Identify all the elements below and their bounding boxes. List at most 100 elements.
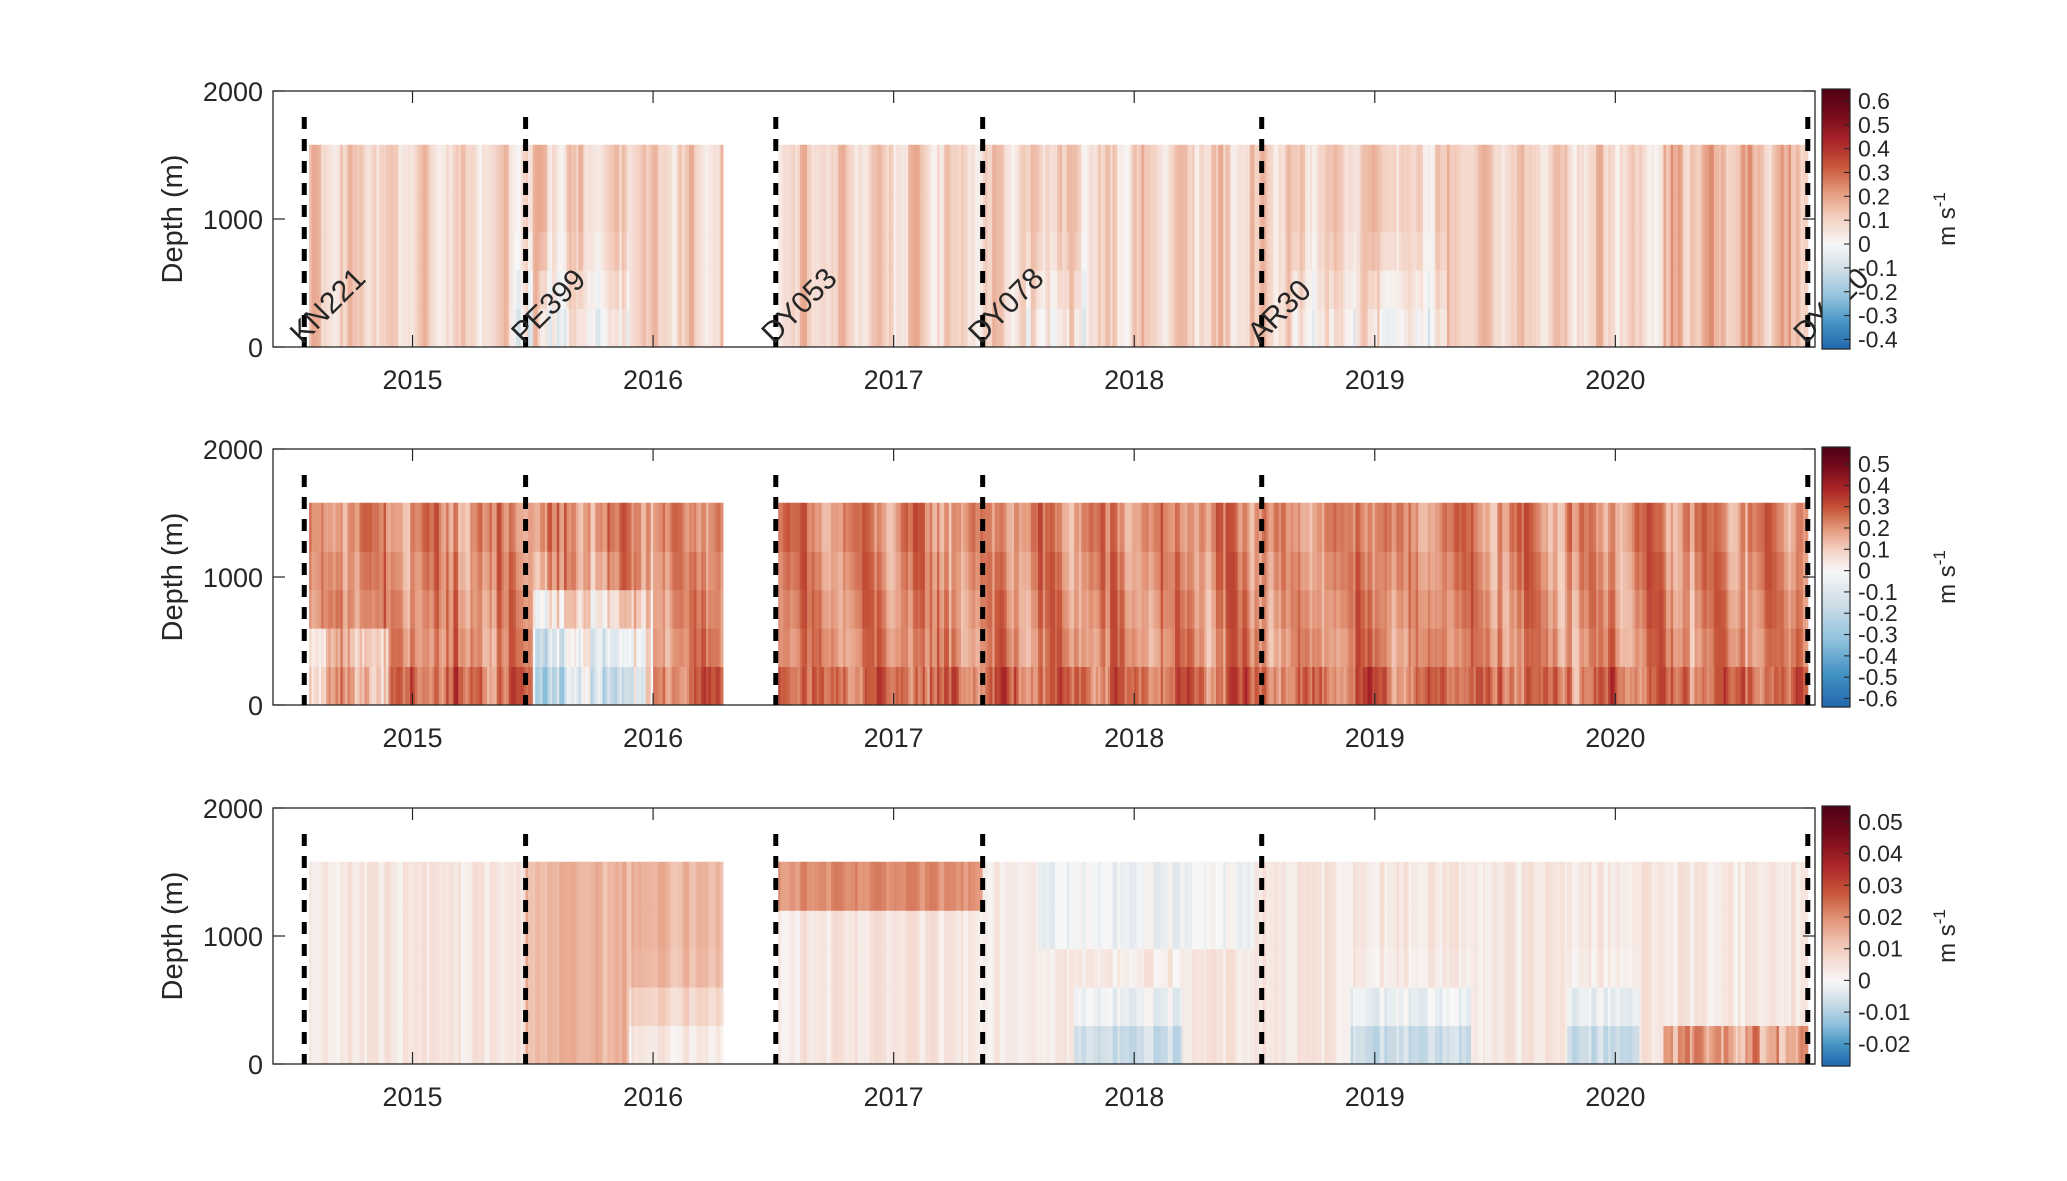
heatmap-cell: [477, 193, 481, 233]
heatmap-cell: [1119, 193, 1123, 233]
heatmap-cell: [395, 193, 399, 233]
heatmap-cell: [1456, 144, 1460, 194]
heatmap-cell: [1403, 270, 1407, 309]
heatmap-cell: [547, 308, 551, 348]
heatmap-cell: [1254, 144, 1258, 194]
heatmap-cell: [1148, 589, 1152, 629]
heatmap-cell: [797, 270, 801, 309]
heatmap-cell: [992, 666, 996, 706]
heatmap-cell: [1598, 193, 1602, 233]
heatmap-cell: [1278, 231, 1282, 271]
heatmap-cell: [460, 144, 464, 194]
heatmap-cell: [1504, 144, 1508, 194]
heatmap-cell: [330, 502, 334, 552]
heatmap-cell: [920, 231, 924, 271]
heatmap-cell: [852, 144, 856, 194]
heatmap-cell: [1030, 589, 1034, 629]
heatmap-cell: [619, 589, 623, 629]
heatmap-cell: [1228, 589, 1232, 629]
heatmap-cell: [362, 666, 366, 706]
heatmap-cell: [1191, 308, 1195, 348]
heatmap-cell: [345, 308, 349, 348]
heatmap-cell: [681, 551, 685, 591]
heatmap-cell: [1427, 231, 1431, 271]
heatmap-cell: [1357, 144, 1361, 194]
heatmap-cell: [1050, 502, 1054, 552]
heatmap-cell: [458, 589, 462, 629]
heatmap-cell: [491, 628, 495, 667]
heatmap-cell: [985, 628, 989, 667]
heatmap-cell: [917, 551, 921, 591]
heatmap-cell: [393, 231, 397, 271]
heatmap-cell: [1206, 666, 1210, 706]
heatmap-cell: [624, 144, 628, 194]
colorbar-swatch: [1822, 199, 1850, 203]
heatmap-cell: [1538, 231, 1542, 271]
heatmap-cell: [662, 628, 666, 667]
heatmap-cell: [1081, 231, 1085, 271]
heatmap-cell: [583, 308, 587, 348]
heatmap-cell: [1699, 231, 1703, 271]
heatmap-cell: [1117, 193, 1121, 233]
heatmap-cell: [484, 589, 488, 629]
heatmap-cell: [1456, 193, 1460, 233]
heatmap-cell: [566, 628, 570, 667]
heatmap-cell: [617, 589, 621, 629]
heatmap-cell: [1203, 193, 1207, 233]
heatmap-cell: [494, 144, 498, 194]
heatmap-cell: [684, 666, 688, 706]
heatmap-cell: [1615, 144, 1619, 194]
heatmap-cell: [795, 308, 799, 348]
heatmap-cell: [660, 502, 664, 552]
heatmap-cell: [422, 589, 426, 629]
heatmap-cell: [1543, 193, 1547, 233]
heatmap-cell: [400, 551, 404, 591]
heatmap-cell: [1182, 270, 1186, 309]
heatmap-cell: [364, 628, 368, 667]
heatmap-cell: [693, 589, 697, 629]
heatmap-cell: [349, 308, 353, 348]
heatmap-cell: [1213, 308, 1217, 348]
heatmap-cell: [917, 231, 921, 271]
heatmap-cell: [953, 628, 957, 667]
heatmap-cell: [371, 270, 375, 309]
heatmap-cell: [424, 628, 428, 667]
heatmap-cell: [1300, 193, 1304, 233]
heatmap-cell: [802, 666, 806, 706]
heatmap-cell: [494, 589, 498, 629]
heatmap-cell: [898, 502, 902, 552]
heatmap-cell: [1112, 589, 1116, 629]
heatmap-cell: [347, 231, 351, 271]
heatmap-cell: [578, 666, 582, 706]
heatmap-cell: [1083, 502, 1087, 552]
heatmap-cell: [1006, 666, 1010, 706]
heatmap-cell: [1403, 308, 1407, 348]
heatmap-cell: [965, 231, 969, 271]
heatmap-cell: [1021, 666, 1025, 706]
colorbar-swatch: [1822, 249, 1850, 253]
heatmap-cell: [340, 144, 344, 194]
heatmap-cell: [1126, 628, 1130, 667]
heatmap-cell: [874, 666, 878, 706]
heatmap-cell: [645, 502, 649, 552]
heatmap-cell: [657, 193, 661, 233]
heatmap-cell: [903, 589, 907, 629]
heatmap-cell: [1713, 193, 1717, 233]
heatmap-cell: [1718, 270, 1722, 309]
heatmap-cell: [559, 551, 563, 591]
heatmap-cell: [496, 551, 500, 591]
heatmap-cell: [511, 231, 515, 271]
heatmap-cell: [1562, 308, 1566, 348]
heatmap-cell: [1107, 502, 1111, 552]
heatmap-cell: [1228, 231, 1232, 271]
heatmap-cell: [985, 193, 989, 233]
heatmap-cell: [814, 231, 818, 271]
heatmap-cell: [609, 144, 613, 194]
heatmap-cell: [422, 270, 426, 309]
heatmap-cell: [1639, 231, 1643, 271]
heatmap-cell: [1771, 270, 1775, 309]
heatmap-cell: [376, 270, 380, 309]
heatmap-cell: [561, 231, 565, 271]
heatmap-cell: [1711, 270, 1715, 309]
heatmap-cell: [1483, 144, 1487, 194]
